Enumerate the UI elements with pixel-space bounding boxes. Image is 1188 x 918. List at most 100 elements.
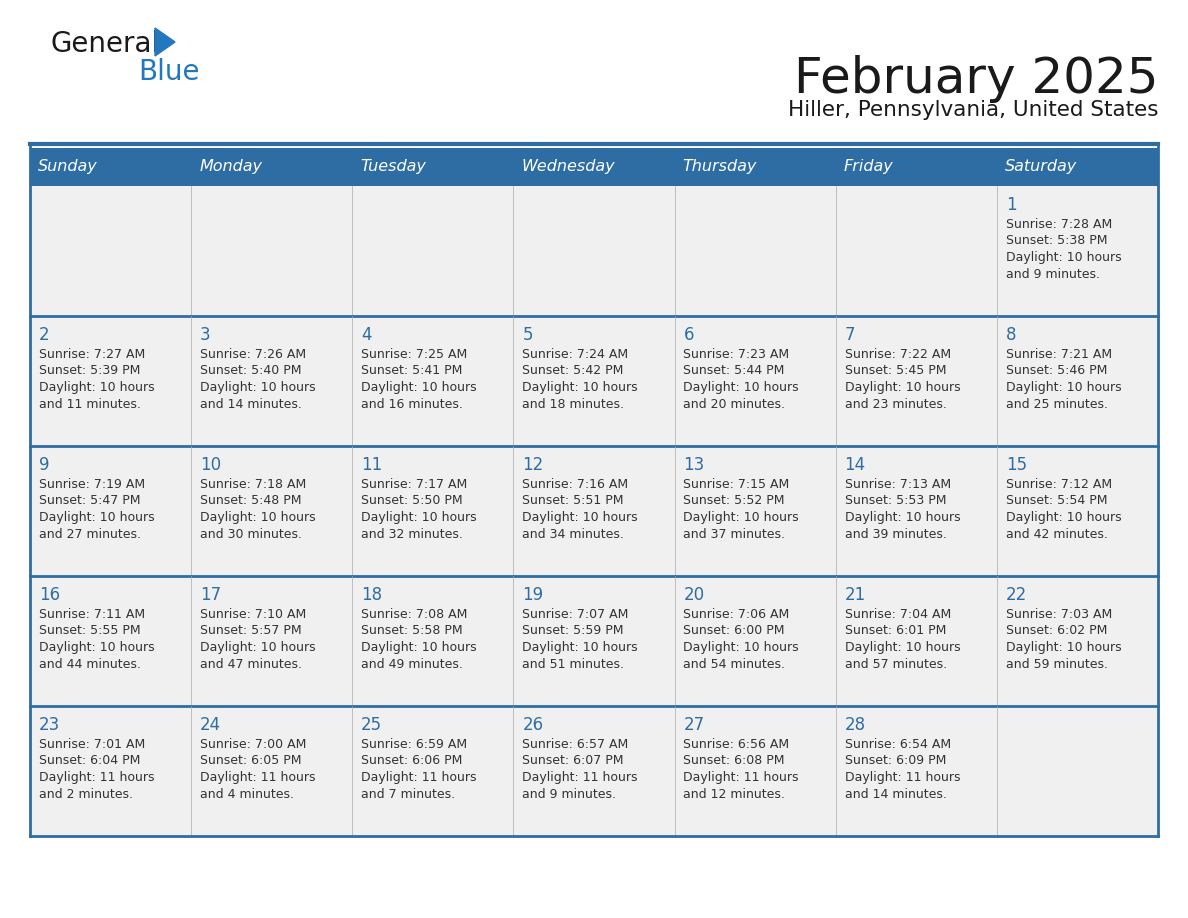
- Bar: [30, 316, 191, 446]
- Text: and 20 minutes.: and 20 minutes.: [683, 397, 785, 410]
- Text: and 11 minutes.: and 11 minutes.: [39, 397, 140, 410]
- Text: and 30 minutes.: and 30 minutes.: [200, 528, 302, 541]
- Text: Sunset: 5:39 PM: Sunset: 5:39 PM: [39, 364, 140, 377]
- Text: Blue: Blue: [138, 58, 200, 86]
- Text: Daylight: 10 hours: Daylight: 10 hours: [361, 641, 476, 654]
- Text: Sunrise: 7:22 AM: Sunrise: 7:22 AM: [845, 348, 950, 361]
- Text: Daylight: 10 hours: Daylight: 10 hours: [845, 381, 960, 394]
- Text: and 51 minutes.: and 51 minutes.: [523, 657, 624, 670]
- Text: and 4 minutes.: and 4 minutes.: [200, 788, 293, 800]
- Text: Sunday: Sunday: [38, 160, 97, 174]
- Text: 10: 10: [200, 456, 221, 474]
- Text: Sunrise: 7:10 AM: Sunrise: 7:10 AM: [200, 608, 307, 621]
- Text: Daylight: 11 hours: Daylight: 11 hours: [361, 771, 476, 784]
- Bar: [353, 316, 513, 446]
- Text: and 7 minutes.: and 7 minutes.: [361, 788, 455, 800]
- Text: Sunrise: 7:01 AM: Sunrise: 7:01 AM: [39, 738, 145, 751]
- Text: Wednesday: Wednesday: [522, 160, 615, 174]
- Text: 15: 15: [1006, 456, 1026, 474]
- Bar: [835, 706, 997, 836]
- Text: Sunrise: 7:03 AM: Sunrise: 7:03 AM: [1006, 608, 1112, 621]
- Text: Sunset: 5:50 PM: Sunset: 5:50 PM: [361, 495, 463, 508]
- Text: Daylight: 10 hours: Daylight: 10 hours: [1006, 641, 1121, 654]
- Text: 7: 7: [845, 326, 855, 344]
- Text: 5: 5: [523, 326, 532, 344]
- Text: and 32 minutes.: and 32 minutes.: [361, 528, 463, 541]
- Text: Sunset: 5:44 PM: Sunset: 5:44 PM: [683, 364, 785, 377]
- Bar: [835, 316, 997, 446]
- Text: Sunset: 5:47 PM: Sunset: 5:47 PM: [39, 495, 140, 508]
- Text: 22: 22: [1006, 586, 1026, 604]
- Text: Sunset: 5:51 PM: Sunset: 5:51 PM: [523, 495, 624, 508]
- Text: Sunrise: 7:07 AM: Sunrise: 7:07 AM: [523, 608, 628, 621]
- Text: Monday: Monday: [200, 160, 263, 174]
- Text: Daylight: 10 hours: Daylight: 10 hours: [39, 641, 154, 654]
- Text: Friday: Friday: [843, 160, 893, 174]
- Text: and 42 minutes.: and 42 minutes.: [1006, 528, 1107, 541]
- Text: Daylight: 11 hours: Daylight: 11 hours: [39, 771, 154, 784]
- Text: Sunrise: 7:08 AM: Sunrise: 7:08 AM: [361, 608, 468, 621]
- Text: Sunset: 5:46 PM: Sunset: 5:46 PM: [1006, 364, 1107, 377]
- Text: Sunrise: 7:23 AM: Sunrise: 7:23 AM: [683, 348, 790, 361]
- Text: Sunrise: 7:24 AM: Sunrise: 7:24 AM: [523, 348, 628, 361]
- Bar: [513, 186, 675, 316]
- Text: 9: 9: [39, 456, 50, 474]
- Text: February 2025: February 2025: [794, 55, 1158, 103]
- Text: and 49 minutes.: and 49 minutes.: [361, 657, 463, 670]
- Text: 12: 12: [523, 456, 544, 474]
- Text: 27: 27: [683, 716, 704, 734]
- Text: Sunrise: 7:17 AM: Sunrise: 7:17 AM: [361, 478, 467, 491]
- Text: Daylight: 10 hours: Daylight: 10 hours: [1006, 381, 1121, 394]
- Bar: [191, 706, 353, 836]
- Text: and 59 minutes.: and 59 minutes.: [1006, 657, 1107, 670]
- Bar: [191, 576, 353, 706]
- Bar: [997, 148, 1158, 186]
- Text: Sunrise: 7:04 AM: Sunrise: 7:04 AM: [845, 608, 950, 621]
- Text: Daylight: 10 hours: Daylight: 10 hours: [683, 511, 800, 524]
- Text: Daylight: 10 hours: Daylight: 10 hours: [200, 641, 316, 654]
- Text: Daylight: 10 hours: Daylight: 10 hours: [361, 511, 476, 524]
- Bar: [191, 186, 353, 316]
- Text: and 2 minutes.: and 2 minutes.: [39, 788, 133, 800]
- Bar: [675, 576, 835, 706]
- Text: 6: 6: [683, 326, 694, 344]
- Bar: [513, 316, 675, 446]
- Text: Sunrise: 6:59 AM: Sunrise: 6:59 AM: [361, 738, 467, 751]
- Text: Sunrise: 7:16 AM: Sunrise: 7:16 AM: [523, 478, 628, 491]
- Bar: [675, 316, 835, 446]
- Text: Daylight: 10 hours: Daylight: 10 hours: [523, 511, 638, 524]
- Text: and 54 minutes.: and 54 minutes.: [683, 657, 785, 670]
- Text: and 27 minutes.: and 27 minutes.: [39, 528, 141, 541]
- Text: 3: 3: [200, 326, 210, 344]
- Text: Sunrise: 6:54 AM: Sunrise: 6:54 AM: [845, 738, 950, 751]
- Text: and 44 minutes.: and 44 minutes.: [39, 657, 140, 670]
- Bar: [997, 576, 1158, 706]
- Text: Sunrise: 7:11 AM: Sunrise: 7:11 AM: [39, 608, 145, 621]
- Text: 8: 8: [1006, 326, 1016, 344]
- Text: and 9 minutes.: and 9 minutes.: [523, 788, 617, 800]
- Text: Sunrise: 7:25 AM: Sunrise: 7:25 AM: [361, 348, 467, 361]
- Bar: [353, 148, 513, 186]
- Text: Hiller, Pennsylvania, United States: Hiller, Pennsylvania, United States: [788, 100, 1158, 120]
- Text: and 14 minutes.: and 14 minutes.: [200, 397, 302, 410]
- Text: Sunset: 6:02 PM: Sunset: 6:02 PM: [1006, 624, 1107, 637]
- Text: 25: 25: [361, 716, 383, 734]
- Text: Sunset: 6:01 PM: Sunset: 6:01 PM: [845, 624, 946, 637]
- Bar: [835, 148, 997, 186]
- Bar: [513, 706, 675, 836]
- Text: 1: 1: [1006, 196, 1017, 214]
- Text: Sunset: 5:58 PM: Sunset: 5:58 PM: [361, 624, 463, 637]
- Text: Sunset: 6:04 PM: Sunset: 6:04 PM: [39, 755, 140, 767]
- Text: Sunrise: 6:57 AM: Sunrise: 6:57 AM: [523, 738, 628, 751]
- Text: Tuesday: Tuesday: [360, 160, 426, 174]
- Text: and 47 minutes.: and 47 minutes.: [200, 657, 302, 670]
- Text: Sunrise: 6:56 AM: Sunrise: 6:56 AM: [683, 738, 790, 751]
- Polygon shape: [154, 28, 175, 56]
- Text: Sunset: 5:57 PM: Sunset: 5:57 PM: [200, 624, 302, 637]
- Text: Sunset: 5:52 PM: Sunset: 5:52 PM: [683, 495, 785, 508]
- Text: and 37 minutes.: and 37 minutes.: [683, 528, 785, 541]
- Text: Sunset: 6:05 PM: Sunset: 6:05 PM: [200, 755, 302, 767]
- Text: Sunrise: 7:00 AM: Sunrise: 7:00 AM: [200, 738, 307, 751]
- Text: 16: 16: [39, 586, 59, 604]
- Bar: [675, 706, 835, 836]
